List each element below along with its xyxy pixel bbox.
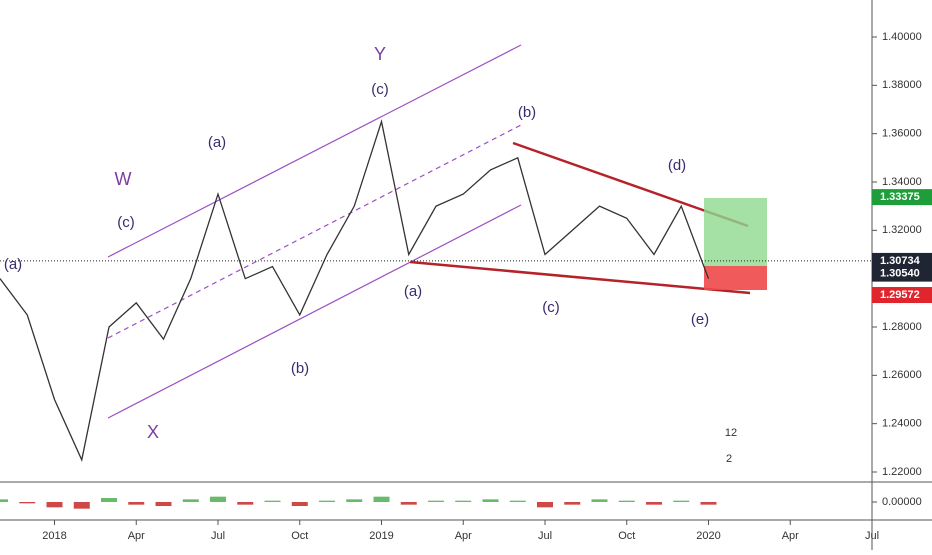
osc-bar: [646, 502, 662, 505]
osc-bar: [346, 499, 363, 502]
channel-mid: [107, 124, 522, 339]
price-line: [0, 119, 710, 463]
osc-bar: [182, 499, 199, 502]
channel-top: [107, 44, 522, 258]
wave-label: Y: [374, 44, 386, 64]
osc-bar: [509, 500, 526, 502]
x-tick-label: 2018: [42, 530, 66, 542]
wave-label: (e): [691, 311, 709, 328]
osc-bar: [291, 502, 308, 506]
wave-label: (a): [208, 134, 226, 151]
x-tick-label: Apr: [782, 530, 799, 542]
price-tag-label: 1.30540: [880, 268, 920, 280]
osc-bar: [264, 500, 281, 502]
osc-bar: [537, 502, 553, 508]
wave-label: 2: [726, 453, 732, 465]
osc-bar: [101, 498, 117, 502]
osc-bar: [210, 496, 226, 502]
osc-bar: [482, 499, 499, 502]
x-tick-label: 2019: [369, 530, 393, 542]
osc-bar: [73, 502, 90, 509]
y-tick-label: 1.24000: [882, 418, 922, 430]
channel-bottom: [107, 204, 522, 419]
osc-bar: [618, 500, 635, 502]
x-tick-label: Oct: [291, 530, 308, 542]
wave-label: X: [147, 422, 159, 442]
y-tick-label: 1.22000: [882, 466, 922, 478]
osc-bar: [237, 502, 254, 505]
osc-bar: [128, 502, 145, 505]
wave-label: (c): [371, 81, 389, 98]
wave-label: (a): [404, 283, 422, 300]
wave-label: (b): [291, 360, 309, 377]
wave-label: (c): [542, 299, 560, 316]
wave-label: (d): [668, 157, 686, 174]
y-tick-label: 1.40000: [882, 31, 922, 43]
price-tag: [872, 265, 932, 282]
osc-tick-label: 0.00000: [882, 496, 922, 508]
x-tick-label: Jul: [538, 530, 552, 542]
price-tag-label: 1.33375: [880, 191, 920, 203]
drawings: [107, 44, 767, 419]
x-tick-label: Apr: [455, 530, 472, 542]
osc-bar: [319, 500, 335, 502]
price-tag: [872, 189, 932, 206]
x-tick-label: Jul: [211, 530, 225, 542]
y-tick-label: 1.28000: [882, 321, 922, 333]
wave-label: (c): [117, 214, 135, 231]
osc-bar: [428, 500, 444, 502]
osc-bar: [673, 500, 690, 502]
osc-bar: [564, 502, 581, 505]
osc-bar: [155, 502, 172, 506]
osc-bar: [0, 499, 8, 502]
x-tick-label: Apr: [128, 530, 145, 542]
y-tick-label: 1.36000: [882, 128, 922, 140]
osc-bar: [373, 496, 390, 502]
wave-label: (b): [518, 104, 536, 121]
y-tick-label: 1.32000: [882, 224, 922, 236]
price-tag: [872, 252, 932, 269]
x-tick-label: Oct: [618, 530, 635, 542]
wave-label: (a): [4, 256, 22, 273]
price-tag-label: 1.29572: [880, 289, 920, 301]
stop-zone: [704, 266, 767, 290]
y-tick-label: 1.34000: [882, 176, 922, 188]
price-tag: [872, 287, 932, 304]
osc-bar: [19, 502, 36, 504]
osc-bar: [455, 500, 472, 502]
x-tick-label: 2020: [696, 530, 720, 542]
x-tick-label: Jul: [865, 530, 879, 542]
wave-label: 12: [725, 427, 737, 439]
trendline-bottom: [409, 260, 751, 295]
wave-label: W: [115, 169, 132, 189]
price-tag-label: 1.30734: [880, 255, 921, 267]
y-tick-label: 1.26000: [882, 369, 922, 381]
target-zone: [704, 198, 767, 266]
osc-bar: [46, 502, 63, 508]
osc-bar: [400, 502, 417, 505]
osc-bar: [700, 502, 717, 505]
y-tick-label: 1.38000: [882, 79, 922, 91]
osc-bar: [591, 499, 608, 502]
